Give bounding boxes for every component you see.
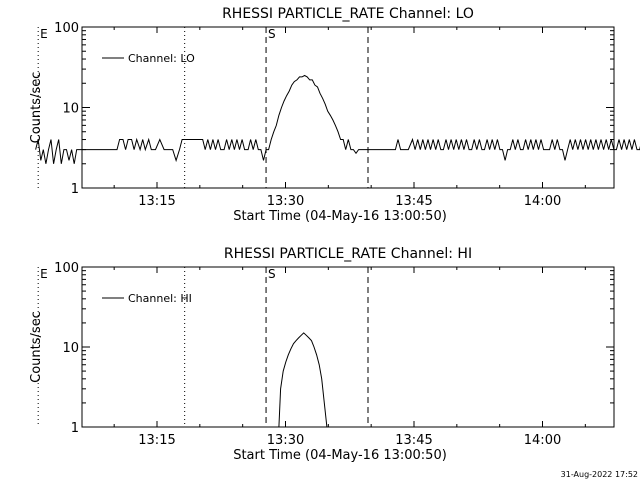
series-line — [278, 332, 328, 428]
y-tick-label: 10 — [62, 341, 79, 356]
plot-frame — [81, 266, 615, 428]
y-axis-label: Counts/sec — [29, 311, 44, 383]
y-tick-label: 10 — [62, 102, 79, 117]
y-tick-label: 100 — [54, 21, 79, 36]
legend-label: Channel: LO — [128, 52, 195, 65]
x-tick-label: 14:00 — [524, 194, 561, 209]
x-tick-label: 14:00 — [524, 433, 561, 448]
marker-label: E — [40, 267, 48, 281]
marker-label: S — [268, 267, 276, 281]
y-axis-label: Counts/sec — [29, 72, 44, 144]
x-tick-label: 13:45 — [395, 433, 432, 448]
plot-timestamp: 31-Aug-2022 17:52 — [560, 470, 638, 479]
x-tick-label: 13:30 — [267, 433, 304, 448]
chart-title: RHESSI PARTICLE_RATE Channel: LO — [222, 6, 474, 22]
chart-title: RHESSI PARTICLE_RATE Channel: HI — [224, 246, 472, 262]
legend-label: Channel: HI — [128, 292, 192, 305]
marker-label: S — [268, 27, 276, 41]
x-axis-label: Start Time (04-May-16 13:00:50) — [233, 448, 447, 463]
y-tick-label: 100 — [54, 261, 79, 276]
series-line — [35, 74, 640, 164]
marker-label: E — [40, 27, 48, 41]
x-tick-label: 13:15 — [138, 194, 175, 209]
x-tick-label: 13:45 — [395, 194, 432, 209]
x-tick-label: 13:15 — [138, 433, 175, 448]
y-tick-label: 1 — [71, 421, 79, 436]
x-tick-label: 13:30 — [267, 194, 304, 209]
x-axis-label: Start Time (04-May-16 13:00:50) — [233, 209, 447, 224]
y-tick-label: 1 — [71, 182, 79, 197]
